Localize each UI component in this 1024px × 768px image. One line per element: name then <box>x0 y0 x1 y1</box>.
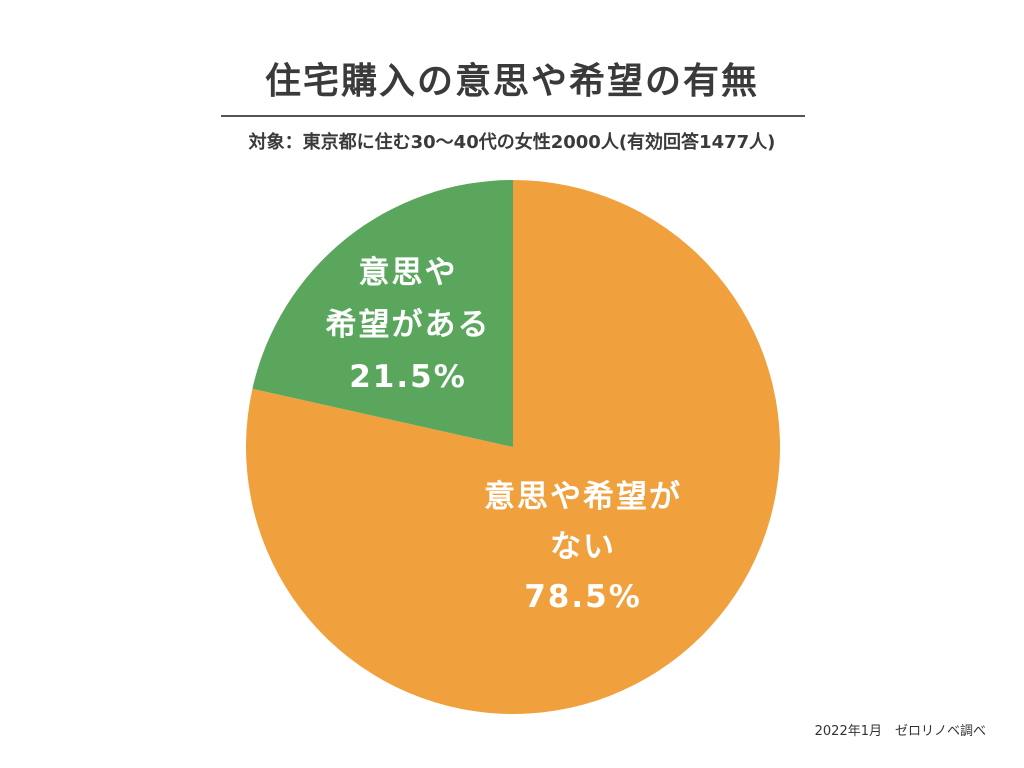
slice-category-label: 希望がある <box>326 307 491 343</box>
chart-title: 住宅購入の意思や希望の有無 <box>264 61 759 102</box>
source-note: 2022年1月 ゼロリノベ調べ <box>814 724 986 739</box>
slice-value-label: 21.5% <box>349 359 467 395</box>
slice-category-label: 意思や <box>359 255 458 291</box>
slice-value-label: 78.5% <box>524 579 642 615</box>
slice-category-label: ない <box>550 529 616 565</box>
pie-slice-1 <box>252 180 513 447</box>
title-underline <box>221 115 805 117</box>
slice-category-label: 意思や希望が <box>484 479 682 515</box>
chart-subtitle: 対象：東京都に住む30〜40代の女性2000人(有効回答1477人) <box>248 132 776 153</box>
